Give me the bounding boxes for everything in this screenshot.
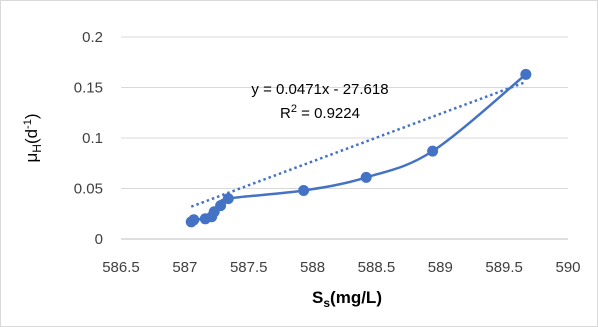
x-tick-label: 588 — [300, 259, 325, 276]
y-axis-title-main: μ — [22, 153, 41, 163]
r-squared-value: = 0.9224 — [297, 105, 360, 122]
r-squared-prefix: R — [280, 105, 291, 122]
data-point-6 — [215, 200, 227, 212]
data-point-2 — [188, 214, 200, 226]
y-tick-label: 0.2 — [82, 29, 103, 46]
x-tick-label: 587 — [172, 259, 197, 276]
y-tick-labels: 0 0.05 0.1 0.15 0.2 — [74, 29, 103, 248]
x-axis-title: Ss(mg/L) — [312, 288, 382, 310]
trendline-equation: y = 0.0471x - 27.618 — [251, 81, 388, 98]
x-axis-title-rest: (mg/L) — [330, 288, 382, 307]
y-axis-title-rest1: (d — [22, 129, 41, 144]
gridlines — [121, 36, 568, 189]
x-tick-label: 590 — [555, 259, 580, 276]
x-tick-label: 587.5 — [230, 259, 268, 276]
y-axis-title: μH(d-1) — [22, 113, 44, 162]
y-tick-label: 0 — [95, 231, 103, 248]
trendline — [190, 80, 527, 208]
x-tick-label: 588.5 — [358, 259, 396, 276]
x-axis-title-main: S — [312, 288, 323, 307]
x-tick-label: 589 — [428, 259, 453, 276]
y-tick-label: 0.05 — [74, 181, 103, 198]
y-axis-title-subscript: H — [30, 144, 44, 153]
r-squared-superscript: 2 — [291, 103, 297, 115]
data-points — [185, 68, 532, 228]
x-axis-title-subscript: s — [323, 296, 330, 310]
data-point-11 — [520, 68, 532, 80]
r-squared-label: R2 = 0.9224 — [280, 103, 360, 122]
data-point-10 — [427, 145, 439, 157]
x-tick-labels: 586.5 587 587.5 588 588.5 589 589.5 590 — [102, 259, 580, 276]
x-tick-label: 586.5 — [102, 259, 140, 276]
y-tick-label: 0.1 — [82, 130, 103, 147]
y-axis-title-rest2: ) — [22, 113, 41, 119]
data-point-7 — [222, 193, 234, 205]
data-point-8 — [298, 185, 310, 197]
data-point-9 — [360, 171, 372, 183]
y-tick-label: 0.15 — [74, 80, 103, 97]
y-axis-title-superscript: -1 — [22, 119, 34, 129]
x-tick-label: 589.5 — [485, 259, 523, 276]
